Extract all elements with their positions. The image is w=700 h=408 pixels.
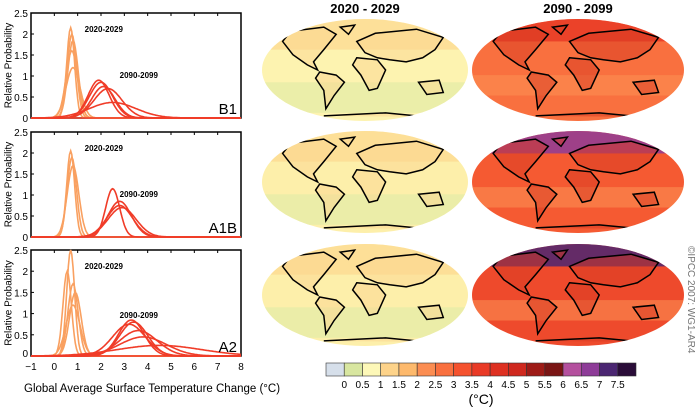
y-axis-label: Relative Probability (4, 23, 15, 109)
panel-B1: 0 0.5 1 1.5 2 2.5 Relative Probability 2020-202… (4, 9, 242, 125)
coastline (283, 25, 444, 117)
y-tick-label: 2.5 (14, 9, 28, 20)
map-A2-2020-2029 (262, 244, 468, 346)
colorbar-swatch (562, 362, 582, 377)
coastline (283, 250, 444, 342)
map-A2-2090-2099 (472, 244, 684, 346)
x-tick-label: 1 (75, 362, 81, 373)
y-axis-label: Relative Probability (4, 142, 15, 228)
colorbar-swatch (453, 362, 473, 377)
scenario-label: B1 (219, 101, 237, 118)
colorbar-unit: (°C) (468, 391, 493, 407)
colorbar-label: 0 (341, 380, 347, 391)
y-tick-label: 1.5 (14, 170, 28, 181)
x-tick-label: 3 (122, 362, 128, 373)
colorbar-swatch (508, 362, 527, 377)
scenario-label: A2 (219, 339, 237, 356)
colorbar-label: 6.5 (574, 380, 588, 391)
coastline (493, 250, 658, 342)
colorbar-label: 0.5 (356, 380, 370, 391)
colorbar-swatch (398, 362, 418, 377)
label-2090-2099: 2090-2099 (120, 190, 159, 199)
colorbar-label: 3.5 (465, 380, 479, 391)
colorbar-swatch (599, 362, 619, 377)
colorbar: 0 0.5 1 1.5 2 2.5 3 3.5 4 4.5 5 5.5 6 6.5 7 7.5 (325, 362, 637, 391)
colorbar-label: 2 (414, 380, 420, 391)
panel-A2: 0 0.5 1 1.5 2 2.5 −1 0 1 2 3 4 5 6 7 8 Relative Probabil… (4, 246, 245, 373)
colorbar-swatch (489, 362, 509, 377)
colorbar-label: 1.5 (392, 380, 406, 391)
y-axis-label: Relative Probability (4, 260, 15, 346)
x-tick-label: 4 (145, 362, 151, 373)
label-2020-2029: 2020-2029 (85, 262, 124, 271)
scenario-label: A1B (209, 220, 237, 237)
map-column-title: 2020 - 2029 (330, 1, 399, 16)
colorbar-swatch (580, 362, 600, 377)
x-tick-label: 8 (238, 362, 244, 373)
y-tick-label: 0 (22, 114, 28, 125)
colorbar-swatch (362, 362, 382, 377)
x-tick-label: 5 (168, 362, 174, 373)
colorbar-label: 2.5 (428, 380, 442, 391)
colorbar-swatch (471, 362, 491, 377)
coastline (493, 25, 658, 117)
colorbar-swatch (380, 362, 400, 377)
colorbar-label: 5.5 (538, 380, 552, 391)
x-tick-label: −1 (25, 362, 37, 373)
label-2090-2099: 2090-2099 (120, 71, 159, 80)
y-tick-label: 0.5 (14, 93, 28, 104)
colorbar-swatch (343, 362, 363, 377)
x-axis-label: Global Average Surface Temperature Chang… (24, 383, 280, 395)
y-tick-label: 2.5 (14, 246, 28, 257)
y-tick-label: 1 (22, 191, 28, 202)
map-B1-2090-2099 (472, 19, 684, 121)
panel-A1B: 0 0.5 1 1.5 2 2.5 Relative Probability 2020-202… (4, 128, 242, 244)
colorbar-label: 1 (378, 380, 384, 391)
colorbar-label: 6 (560, 380, 566, 391)
y-tick-label: 2 (22, 30, 28, 41)
colorbar-label: 7.5 (611, 380, 625, 391)
coastline (493, 137, 658, 229)
y-tick-label: 0.5 (14, 331, 28, 342)
copyright: ©IPCC 2007: WG1-AR4 (685, 246, 696, 354)
colorbar-swatch (325, 362, 345, 377)
colorbar-swatch (416, 362, 436, 377)
colorbar-label: 3 (451, 380, 457, 391)
y-tick-label: 1.5 (14, 288, 28, 299)
colorbar-label: 5 (524, 380, 530, 391)
map-B1-2020-2029 (262, 19, 468, 121)
colorbar-label: 4 (487, 380, 493, 391)
y-tick-label: 2 (22, 149, 28, 160)
label-2090-2099: 2090-2099 (120, 311, 159, 320)
y-tick-label: 1 (22, 310, 28, 321)
x-tick-label: 2 (98, 362, 104, 373)
y-tick-label: 0.5 (14, 212, 28, 223)
y-tick-label: 1.5 (14, 51, 28, 62)
coastline (283, 137, 444, 229)
y-tick-label: 1 (22, 72, 28, 83)
label-2020-2029: 2020-2029 (85, 144, 124, 153)
x-tick-label: 7 (215, 362, 221, 373)
map-A1B-2020-2029 (262, 131, 468, 233)
map-A1B-2090-2099 (472, 131, 684, 233)
label-2020-2029: 2020-2029 (85, 25, 124, 34)
colorbar-swatch (435, 362, 454, 377)
colorbar-swatch (526, 362, 546, 377)
x-tick-label: 6 (192, 362, 198, 373)
curve-2090-2099 (31, 344, 242, 357)
map-column-title: 2090 - 2099 (543, 1, 612, 16)
y-tick-label: 0 (22, 233, 28, 244)
colorbar-label: 4.5 (501, 380, 515, 391)
colorbar-label: 7 (597, 380, 603, 391)
x-tick-label: 0 (52, 362, 58, 373)
y-tick-label: 0 (22, 349, 28, 360)
y-tick-label: 2 (22, 267, 28, 278)
colorbar-swatch (544, 362, 564, 377)
colorbar-swatch (617, 362, 637, 377)
y-tick-label: 2.5 (14, 128, 28, 139)
